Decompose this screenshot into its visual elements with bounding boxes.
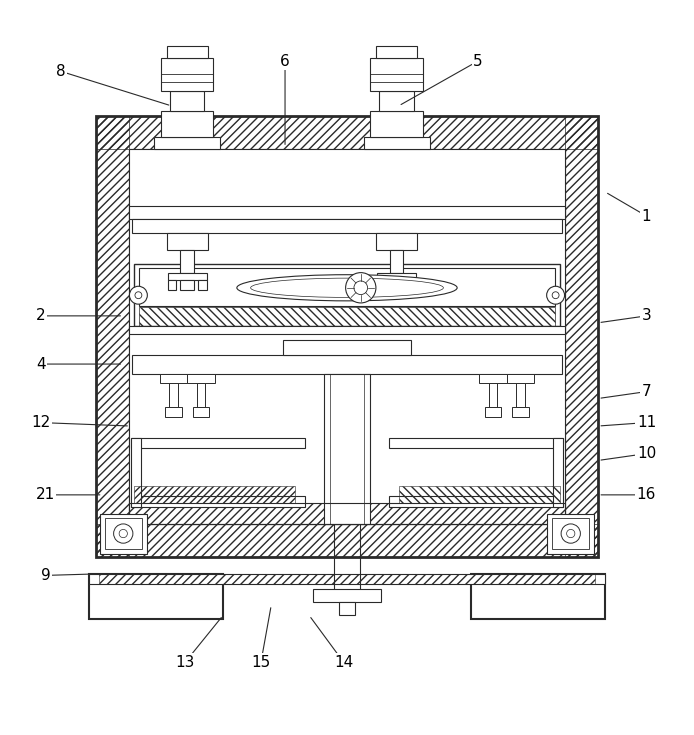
- Bar: [389, 496, 563, 506]
- Bar: [134, 265, 560, 326]
- Text: 11: 11: [637, 415, 656, 430]
- Text: 21: 21: [36, 487, 55, 502]
- Bar: [371, 111, 423, 137]
- Bar: [197, 383, 205, 407]
- Text: 4: 4: [36, 356, 45, 372]
- Text: 14: 14: [334, 655, 353, 670]
- Bar: [131, 438, 305, 448]
- Text: 10: 10: [637, 446, 656, 461]
- Bar: [323, 374, 371, 524]
- Bar: [378, 273, 416, 280]
- Circle shape: [552, 292, 559, 298]
- Bar: [129, 149, 565, 524]
- Bar: [139, 268, 555, 306]
- Text: 12: 12: [31, 415, 50, 430]
- Bar: [507, 374, 534, 383]
- Text: 6: 6: [280, 54, 290, 68]
- Bar: [484, 407, 501, 417]
- Bar: [96, 116, 129, 557]
- Bar: [167, 46, 208, 58]
- Bar: [180, 280, 194, 290]
- Bar: [160, 374, 187, 383]
- Text: 15: 15: [251, 655, 271, 670]
- Bar: [339, 601, 355, 615]
- Bar: [548, 514, 594, 553]
- Bar: [161, 111, 214, 137]
- Text: 2: 2: [36, 309, 45, 323]
- Bar: [389, 438, 563, 448]
- Bar: [168, 273, 207, 280]
- Bar: [89, 574, 605, 584]
- Bar: [96, 116, 598, 557]
- Bar: [96, 524, 598, 557]
- Bar: [129, 326, 565, 334]
- Bar: [371, 58, 423, 91]
- Bar: [139, 307, 555, 326]
- Text: 16: 16: [637, 487, 656, 502]
- Bar: [167, 233, 208, 251]
- Bar: [378, 280, 386, 290]
- Bar: [516, 383, 525, 407]
- Bar: [131, 496, 305, 506]
- Bar: [161, 58, 214, 91]
- Circle shape: [547, 286, 564, 304]
- Bar: [132, 220, 562, 233]
- Bar: [89, 574, 223, 619]
- Bar: [380, 91, 414, 111]
- Text: 9: 9: [40, 568, 51, 583]
- Bar: [187, 374, 215, 383]
- Bar: [129, 149, 565, 524]
- Bar: [180, 251, 194, 273]
- Bar: [96, 116, 598, 149]
- Bar: [198, 280, 207, 290]
- Bar: [390, 280, 403, 290]
- Text: 1: 1: [642, 209, 651, 223]
- Bar: [154, 137, 220, 149]
- Circle shape: [346, 273, 376, 303]
- Circle shape: [119, 529, 128, 538]
- Bar: [168, 280, 176, 290]
- Text: 5: 5: [473, 54, 482, 68]
- Bar: [100, 514, 146, 553]
- Bar: [282, 340, 412, 355]
- Bar: [99, 574, 595, 584]
- Text: 7: 7: [642, 384, 651, 399]
- Text: 3: 3: [641, 309, 652, 323]
- Bar: [407, 280, 416, 290]
- Bar: [471, 574, 605, 619]
- Bar: [489, 383, 497, 407]
- Bar: [165, 407, 182, 417]
- Bar: [512, 407, 529, 417]
- Circle shape: [114, 524, 133, 543]
- Text: 8: 8: [56, 64, 66, 79]
- Bar: [390, 251, 403, 273]
- Bar: [132, 355, 562, 374]
- Bar: [170, 91, 205, 111]
- Bar: [479, 374, 507, 383]
- Circle shape: [561, 524, 580, 543]
- Bar: [364, 137, 430, 149]
- Ellipse shape: [237, 275, 457, 301]
- Bar: [552, 518, 589, 549]
- Bar: [134, 486, 295, 503]
- Circle shape: [130, 286, 147, 304]
- Circle shape: [135, 292, 142, 298]
- Text: 13: 13: [176, 655, 195, 670]
- Bar: [376, 233, 417, 251]
- Bar: [553, 438, 563, 506]
- Bar: [129, 149, 565, 524]
- Bar: [131, 438, 141, 506]
- Bar: [169, 383, 178, 407]
- Bar: [399, 486, 560, 503]
- Bar: [376, 46, 417, 58]
- Circle shape: [566, 529, 575, 538]
- Bar: [105, 518, 142, 549]
- Bar: [129, 503, 565, 524]
- Bar: [129, 206, 565, 220]
- Bar: [193, 407, 210, 417]
- Bar: [565, 116, 598, 557]
- Circle shape: [354, 281, 368, 295]
- Bar: [129, 503, 565, 524]
- Bar: [312, 589, 382, 601]
